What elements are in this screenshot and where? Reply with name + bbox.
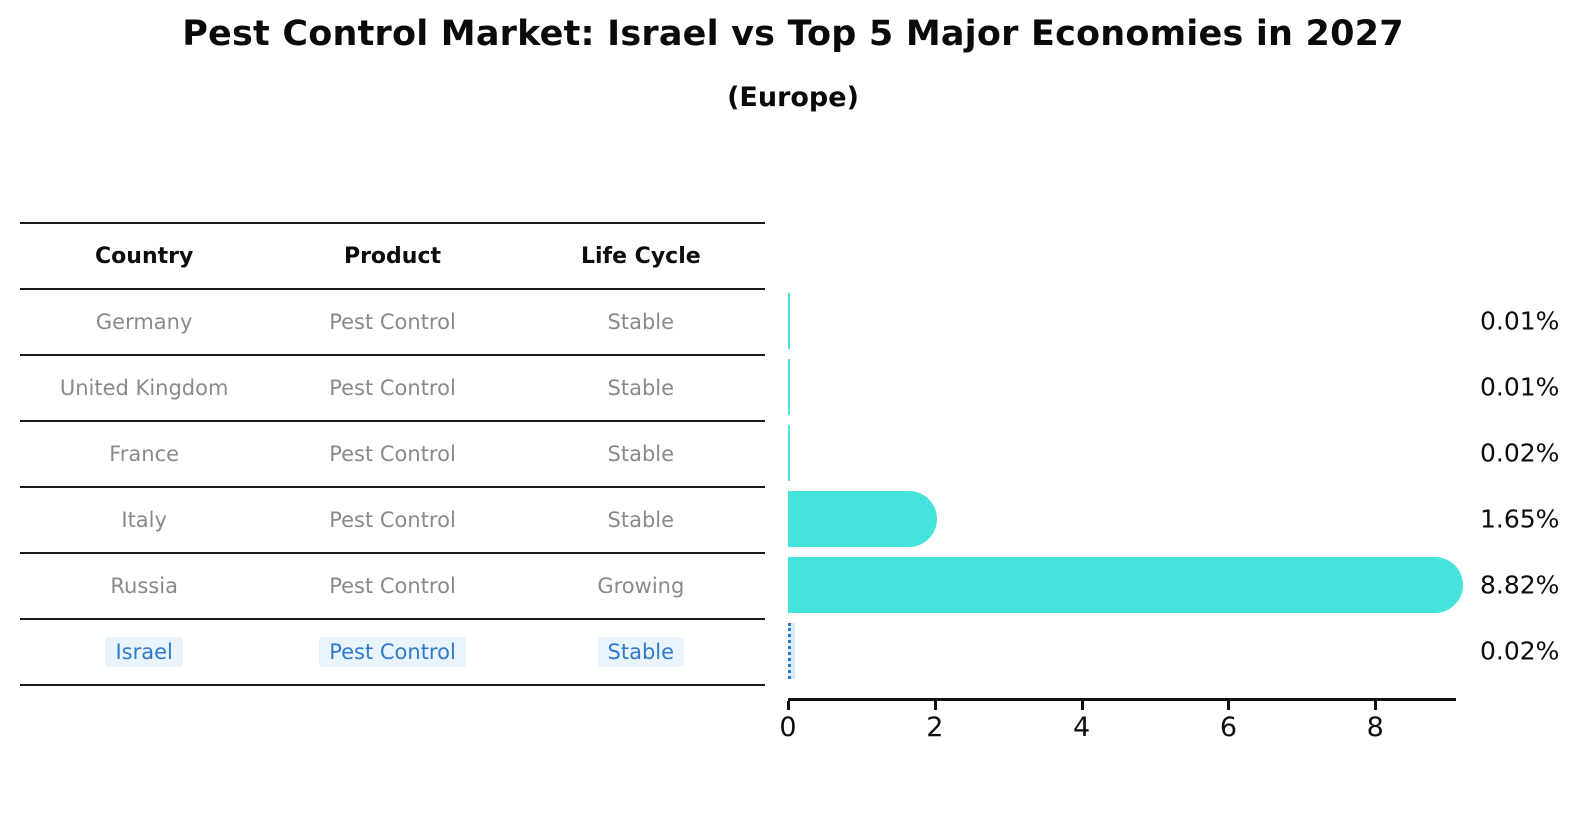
cell-product: Pest Control xyxy=(329,508,456,532)
bar-value-label: 0.01% xyxy=(1480,306,1560,336)
cell-country: United Kingdom xyxy=(59,376,229,400)
x-axis-tick-label: 6 xyxy=(1219,712,1238,743)
bar-germany xyxy=(788,293,790,349)
column-header-life-cycle: Life Cycle xyxy=(580,243,701,269)
table-row: Germany Pest Control Stable xyxy=(20,290,765,356)
bar-value-label: 0.02% xyxy=(1480,438,1560,468)
bar-united-kingdom xyxy=(788,359,790,415)
country-table: Country Product Life Cycle Germany Pest C… xyxy=(20,222,765,686)
x-axis-tick-label: 0 xyxy=(779,712,797,743)
x-axis-tick xyxy=(1227,701,1231,710)
bar-value-label: 8.82% xyxy=(1480,570,1560,600)
cell-country: Russia xyxy=(110,574,178,598)
cell-country: France xyxy=(109,442,180,466)
cell-product: Pest Control xyxy=(329,574,456,598)
x-axis-tick xyxy=(933,701,937,710)
x-axis-tick-label: 4 xyxy=(1073,712,1091,743)
cell-product: Pest Control xyxy=(329,442,456,466)
cell-country: Israel xyxy=(20,637,268,667)
x-axis-tick-label: 8 xyxy=(1366,712,1384,743)
cell-product: Pest Control xyxy=(268,637,516,667)
table-row: Italy Pest Control Stable xyxy=(20,488,765,554)
bar-israel-highlight xyxy=(788,623,795,679)
cell-product: Pest Control xyxy=(329,376,456,400)
column-header-product: Product xyxy=(343,243,442,269)
bar-value-label: 0.01% xyxy=(1480,372,1560,402)
bar-russia xyxy=(788,557,1464,613)
cell-life-cycle: Stable xyxy=(607,376,675,400)
table-row: United Kingdom Pest Control Stable xyxy=(20,356,765,422)
x-axis-tick xyxy=(1080,701,1084,710)
cell-life-cycle: Stable xyxy=(607,442,675,466)
chart-subtitle: (Europe) xyxy=(727,82,859,113)
cell-country: Italy xyxy=(121,508,167,532)
bar-value-label: 1.65% xyxy=(1480,504,1560,534)
x-axis-tick-label: 2 xyxy=(926,712,944,743)
cell-life-cycle: Stable xyxy=(517,637,765,667)
column-header-country: Country xyxy=(95,243,194,269)
cell-product: Pest Control xyxy=(329,310,456,334)
cell-country: Germany xyxy=(95,310,193,334)
cell-life-cycle: Stable xyxy=(607,310,675,334)
table-row: France Pest Control Stable xyxy=(20,422,765,488)
bar-value-label: 0.02% xyxy=(1480,636,1560,666)
table-body: Germany Pest Control Stable United Kingdom P… xyxy=(20,290,765,686)
cell-life-cycle: Growing xyxy=(597,574,685,598)
table-row: Russia Pest Control Growing xyxy=(20,554,765,620)
bar-france xyxy=(788,425,790,481)
x-axis-line xyxy=(788,698,1456,701)
table-header-row: Country Product Life Cycle xyxy=(20,222,765,290)
bar-italy xyxy=(788,491,938,547)
x-axis-tick xyxy=(787,701,790,710)
chart-title: Pest Control Market: Israel vs Top 5 Maj… xyxy=(182,14,1404,54)
x-axis-tick xyxy=(1374,701,1378,710)
cell-life-cycle: Stable xyxy=(607,508,675,532)
table-row-highlighted: Israel Pest Control Stable xyxy=(20,620,765,686)
